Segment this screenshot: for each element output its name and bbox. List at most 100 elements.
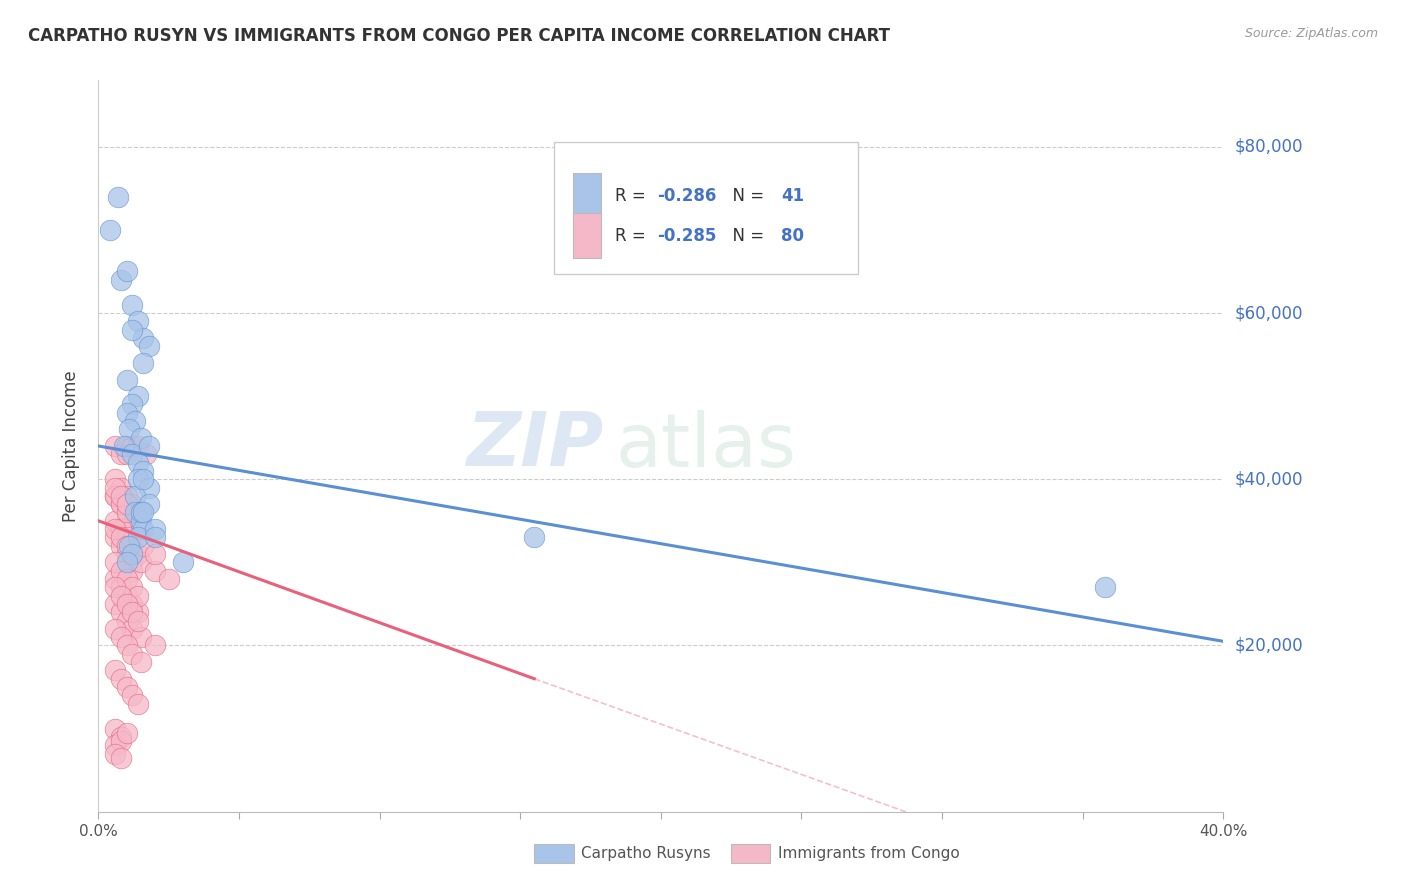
Point [127,614,149,628]
Point [104,738,127,752]
Point [110,530,132,544]
Point [132,539,155,553]
Point [121,555,143,569]
Point [98,223,121,237]
Point [127,439,149,453]
Text: $40,000: $40,000 [1234,470,1303,488]
Point [110,522,132,536]
Point [138,339,160,353]
Point [115,725,138,739]
Point [121,547,143,561]
Point [121,605,143,619]
FancyBboxPatch shape [574,213,602,259]
Point [127,605,149,619]
Point [110,539,132,553]
Text: R =: R = [614,227,651,244]
Point [121,689,143,703]
Point [121,439,143,453]
Point [129,655,152,669]
Point [110,497,132,511]
Point [115,447,138,461]
Point [115,439,138,453]
Point [115,572,138,586]
Point [121,447,143,461]
Text: R =: R = [614,186,651,205]
Point [143,547,166,561]
Text: 80: 80 [782,227,804,244]
Point [104,664,127,678]
Point [104,530,127,544]
Point [127,314,149,328]
Point [112,439,135,453]
Point [132,472,155,486]
Point [121,497,143,511]
Text: $80,000: $80,000 [1234,137,1303,156]
Point [132,506,155,520]
Point [115,589,138,603]
Point [115,547,138,561]
Point [115,406,138,420]
Point [115,514,138,528]
Point [129,522,152,536]
Point [132,331,155,345]
Point [104,489,127,503]
Point [104,481,127,495]
Text: $60,000: $60,000 [1234,304,1303,322]
Point [127,530,149,544]
Point [110,730,132,744]
Point [115,489,138,503]
Point [124,489,146,503]
Point [121,397,143,411]
Text: atlas: atlas [616,409,797,483]
Point [110,750,132,764]
Point [104,439,127,453]
Text: Immigrants from Congo: Immigrants from Congo [778,847,959,861]
Text: N =: N = [721,227,769,244]
Y-axis label: Per Capita Income: Per Capita Income [62,370,80,522]
Point [129,630,152,644]
Point [523,530,546,544]
Point [135,447,157,461]
Text: -0.286: -0.286 [658,186,717,205]
Point [157,572,180,586]
Point [1094,580,1116,594]
Point [121,622,143,636]
Text: Source: ZipAtlas.com: Source: ZipAtlas.com [1244,27,1378,40]
Point [132,464,155,478]
Point [104,622,127,636]
Point [104,722,127,736]
Point [127,506,149,520]
Point [127,547,149,561]
Point [127,456,149,470]
Text: -0.285: -0.285 [658,227,717,244]
Point [138,497,160,511]
Text: 41: 41 [782,186,804,205]
Point [110,630,132,644]
Point [118,539,141,553]
Point [127,472,149,486]
Point [121,547,143,561]
Point [127,389,149,403]
Point [110,672,132,686]
Point [132,356,155,370]
Point [121,564,143,578]
FancyBboxPatch shape [554,143,858,274]
Point [172,555,194,569]
Point [104,555,127,569]
Point [121,323,143,337]
Point [124,414,146,428]
Point [110,734,132,748]
Point [115,497,138,511]
Point [115,264,138,278]
Point [104,522,127,536]
Point [110,589,132,603]
Text: N =: N = [721,186,769,205]
Point [104,597,127,611]
Point [104,580,127,594]
Point [143,564,166,578]
Point [121,298,143,312]
Point [107,189,129,203]
Point [104,489,127,503]
Point [110,605,132,619]
Point [115,539,138,553]
